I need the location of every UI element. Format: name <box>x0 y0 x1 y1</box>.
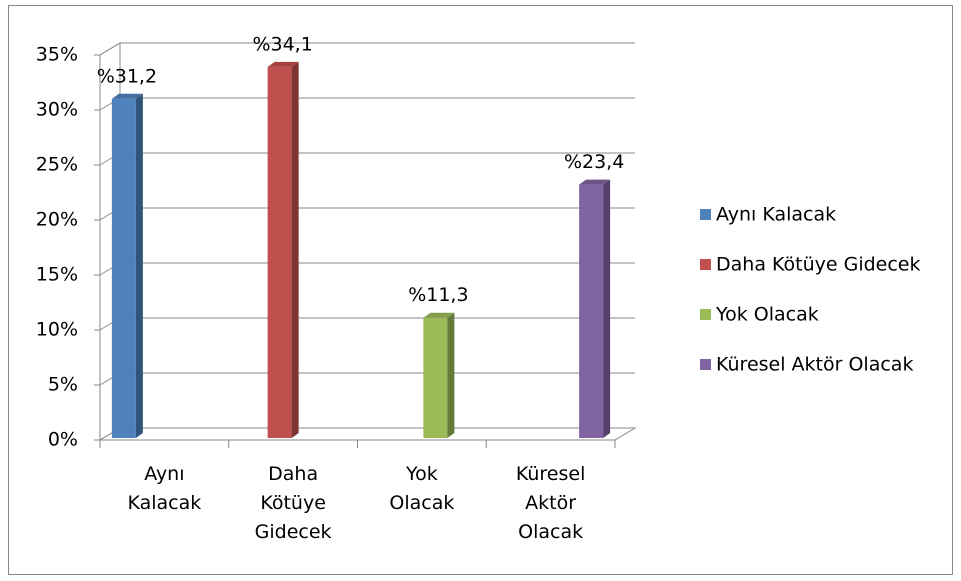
legend-swatch <box>700 309 711 320</box>
bar <box>423 317 448 438</box>
x-tick-label: Daha Kötüye Gidecek <box>254 463 332 543</box>
bar-side <box>291 61 299 439</box>
data-label: %11,3 <box>408 284 468 306</box>
legend-label: Küresel Aktör Olacak <box>716 354 913 376</box>
bar-top <box>111 93 143 99</box>
y-tick-label: 20% <box>36 209 78 231</box>
chart-frame <box>8 5 953 575</box>
bar-top <box>267 61 299 67</box>
x-tick-label: Küresel Aktör Olacak <box>515 463 586 543</box>
legend-label: Daha Kötüye Gidecek <box>716 254 921 276</box>
x-tick-label: Yok Olacak <box>389 463 455 514</box>
x-tick-label: Aynı Kalacak <box>127 463 202 514</box>
data-label: %31,2 <box>97 65 157 87</box>
bar-top <box>423 312 455 318</box>
y-tick-label: 0% <box>48 429 78 451</box>
y-tick-label: 35% <box>36 44 78 66</box>
bar-side <box>447 312 455 438</box>
bar <box>111 98 136 439</box>
bar <box>267 66 292 439</box>
data-label: %34,1 <box>252 33 312 55</box>
grid-diag <box>99 42 121 56</box>
bar-side <box>603 179 611 438</box>
data-label: %23,4 <box>564 151 624 173</box>
legend-label: Aynı Kalacak <box>716 204 836 226</box>
y-tick-label: 25% <box>36 154 78 176</box>
bar-side <box>135 93 143 439</box>
legend-label: Yok Olacak <box>715 304 819 326</box>
legend-swatch <box>700 359 711 370</box>
bar <box>579 184 604 438</box>
y-tick-label: 10% <box>36 319 78 341</box>
legend-swatch <box>700 259 711 270</box>
y-tick-label: 15% <box>36 264 78 286</box>
legend-swatch <box>700 209 711 220</box>
y-tick-label: 5% <box>48 374 78 396</box>
bar-top <box>579 179 611 185</box>
y-tick-label: 30% <box>36 99 78 121</box>
